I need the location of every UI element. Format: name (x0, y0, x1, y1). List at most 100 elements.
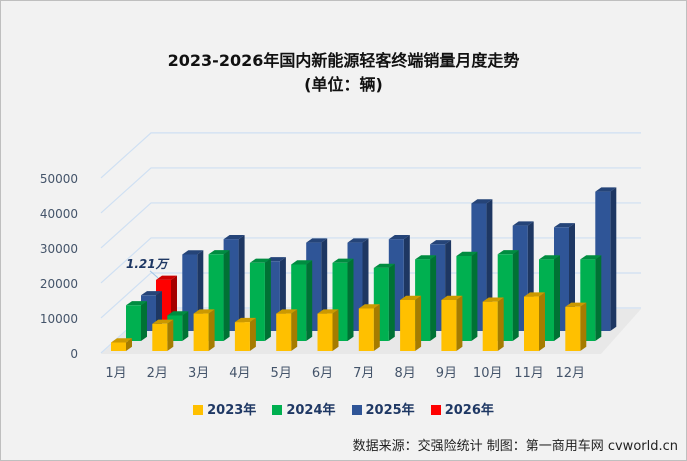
bar-2023年-1月 (111, 342, 126, 351)
bar-top (512, 221, 534, 226)
data-label: 1.21万 (126, 257, 170, 271)
bar-2023年-10月 (482, 301, 498, 351)
legend-swatch (272, 405, 283, 415)
bar-side (238, 235, 245, 331)
y-tick-label: 10000 (40, 312, 78, 326)
bar-2023年-4月 (234, 322, 250, 351)
bar-side (249, 317, 256, 351)
bar-2023年-9月 (441, 300, 457, 351)
bar-2023年-8月 (400, 300, 416, 351)
legend-swatch (351, 405, 362, 415)
bar-top (126, 301, 147, 306)
bar-side (223, 250, 230, 341)
bar-top (565, 302, 587, 307)
bar-2023年-3月 (193, 313, 209, 351)
bar-side (182, 311, 189, 341)
bar-side (171, 275, 177, 321)
bar-side (208, 309, 215, 351)
bar-side (388, 263, 395, 341)
bar-top (291, 260, 313, 265)
legend-item: 2023年 (193, 399, 256, 418)
bar-top (456, 251, 478, 256)
legend-item: 2026年 (430, 399, 494, 418)
bar-top (441, 295, 463, 300)
x-tick-label: 9月 (436, 366, 457, 381)
bar-top (182, 250, 204, 255)
bar-top (167, 311, 189, 316)
bar-top (373, 263, 395, 268)
x-tick-label: 6月 (312, 366, 333, 381)
bar-top (554, 223, 575, 228)
bar-side (430, 255, 437, 341)
chart-title: 2023-2026年国内新能源轻客终端销量月度走势 (167, 51, 520, 70)
legend-label: 2024年 (286, 403, 336, 418)
annotation-leader (149, 270, 159, 279)
bar-side (264, 258, 271, 341)
bar-top (539, 255, 560, 260)
bar-top (223, 235, 245, 240)
gridline (100, 167, 641, 214)
legend-swatch (430, 405, 441, 415)
bar-2023年-11月 (524, 296, 539, 351)
bar-side (595, 255, 602, 341)
bar-top (430, 240, 452, 245)
bar-side (456, 295, 463, 351)
bar-side (291, 309, 298, 351)
bar-side (580, 302, 587, 351)
source-note: 数据来源：交强险统计 制图：第一商用车网 cvworld.cn (352, 439, 678, 454)
bar-side (497, 297, 504, 351)
bar-top (306, 238, 328, 243)
bar-top (156, 275, 177, 280)
y-tick-label: 20000 (40, 277, 78, 291)
legend-swatch (193, 405, 204, 415)
bar-top (482, 297, 504, 302)
legend-label: 2026年 (444, 403, 494, 418)
bar-top (497, 250, 519, 255)
bar-top (208, 250, 230, 255)
x-tick-label: 2月 (147, 366, 168, 381)
bar-side (332, 309, 339, 351)
bar-top (276, 309, 298, 314)
bar-top (580, 255, 602, 260)
legend-item: 2025年 (351, 399, 415, 418)
legend-item: 2024年 (272, 399, 336, 418)
x-tick-label: 7月 (353, 366, 374, 381)
bar-top (415, 255, 437, 260)
x-tick-label: 3月 (188, 366, 209, 381)
x-tick-label: 11月 (514, 366, 544, 381)
x-tick-label: 1月 (105, 366, 126, 381)
bar-side (141, 301, 147, 341)
bar-2023年-6月 (317, 313, 333, 351)
bar-2024年-1月 (126, 305, 141, 341)
bar-side (539, 292, 545, 351)
chart-subtitle: (单位：辆) (304, 75, 383, 94)
bar-side (471, 251, 478, 341)
bar-2023年-2月 (152, 323, 168, 351)
x-tick-label: 5月 (271, 366, 292, 381)
gridline (100, 132, 641, 179)
bar-top (358, 304, 380, 309)
bar-2023年-12月 (565, 306, 581, 351)
y-tick-label: 50000 (40, 172, 78, 186)
bar-top (141, 291, 162, 296)
bar-top (388, 235, 410, 240)
bar-side (321, 238, 328, 331)
bar-2023年-5月 (276, 313, 292, 351)
bar-top (332, 258, 354, 263)
y-tick-label: 40000 (40, 207, 78, 221)
legend: 2023年 2024年 2025年 2026年 (1, 399, 686, 418)
y-tick-label: 30000 (40, 242, 78, 256)
bar-top (471, 199, 493, 204)
bar-top (595, 187, 617, 192)
x-tick-label: 12月 (556, 366, 586, 381)
bar-top (317, 309, 339, 314)
bar-side (347, 258, 354, 341)
bar-side (554, 255, 560, 341)
bar-2023年-7月 (358, 308, 374, 351)
legend-label: 2025年 (365, 403, 415, 418)
bar-side (415, 295, 422, 351)
legend-label: 2023年 (207, 403, 257, 418)
bar-side (512, 250, 519, 341)
bar-chart-3d: 0 10000 20000 30000 40000 50000 1.21万 1月 2月 3月 4月 5… (40, 132, 641, 381)
y-tick-label: 0 (70, 347, 78, 361)
